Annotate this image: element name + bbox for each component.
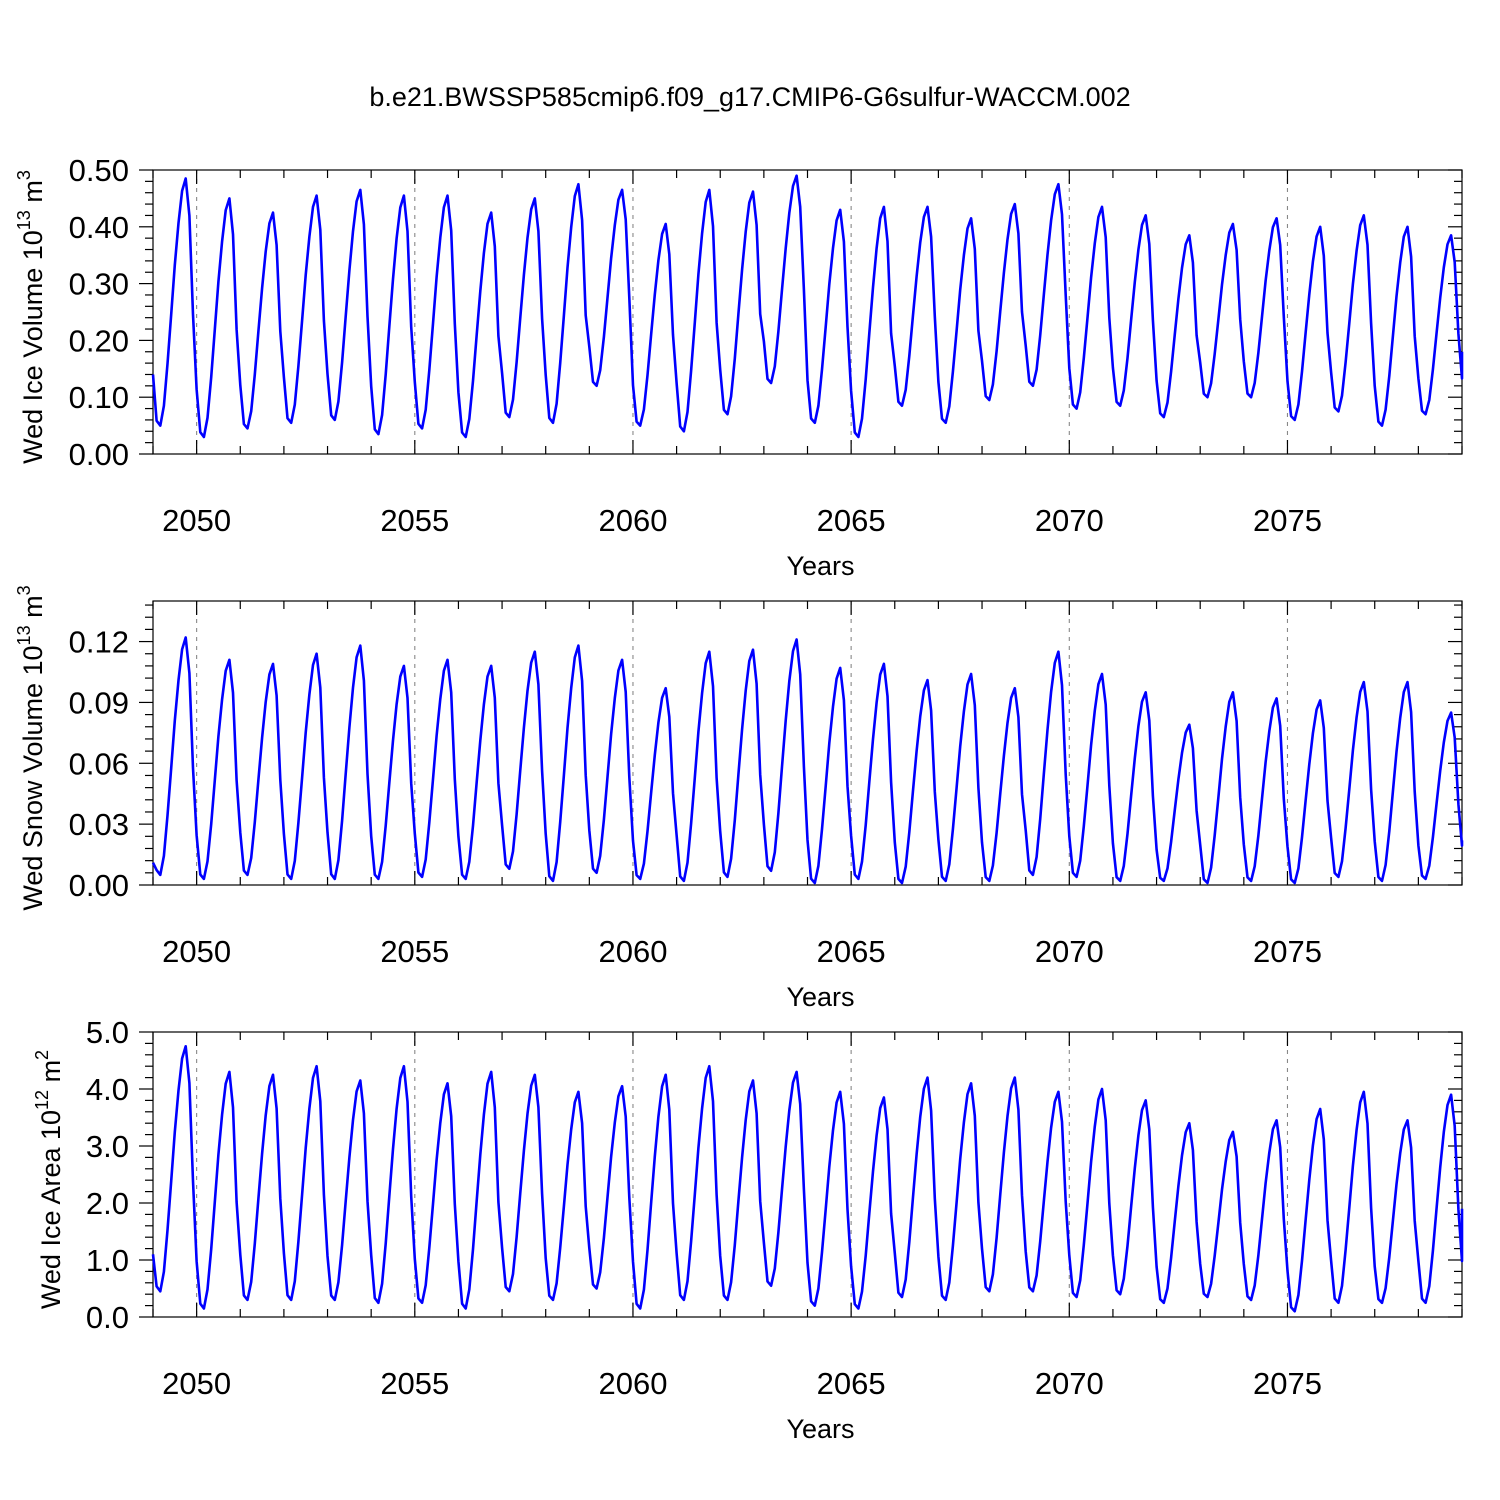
y-tick-label: 0.30 [69, 267, 129, 302]
x-tick-label: 2070 [1035, 503, 1104, 538]
x-tick-label: 2055 [380, 1366, 449, 1401]
panel-ice-volume: 2050 2055 2060 2065 2070 2075 0.00 0.10 0.20 0.30… [14, 153, 1464, 581]
y-axis-label: Wed Ice Area 1012 m2 [32, 1050, 66, 1309]
x-tick-label: 2055 [380, 503, 449, 538]
x-axis-label: Years [786, 1414, 854, 1444]
x-tick-label: 2050 [162, 503, 231, 538]
y-tick-label: 0.50 [69, 153, 129, 188]
x-tick-label: 2060 [598, 503, 667, 538]
y-tick-label: 0.03 [69, 807, 129, 842]
panel-snow-volume: 2050 2055 2060 2065 2070 2075 0.00 0.03 0.06 0.09… [14, 585, 1464, 1012]
x-tick-label: 2060 [598, 934, 667, 969]
y-axis-label: Wed Ice Volume 1013 m3 [14, 170, 48, 464]
x-tick-label: 2055 [380, 934, 449, 969]
chart-title: b.e21.BWSSP585cmip6.f09_g17.CMIP6-G6sulf… [369, 82, 1130, 112]
series-line [151, 174, 1464, 439]
x-tick-label: 2075 [1253, 503, 1322, 538]
series-line [151, 636, 1464, 885]
x-tick-label: 2070 [1035, 1366, 1104, 1401]
x-tick-label: 2050 [162, 934, 231, 969]
x-tick-label: 2070 [1035, 934, 1104, 969]
x-tick-label: 2065 [817, 1366, 886, 1401]
y-tick-label: 2.0 [86, 1186, 129, 1221]
x-tick-label: 2050 [162, 1366, 231, 1401]
y-tick-label: 4.0 [86, 1072, 129, 1107]
y-tick-label: 5.0 [86, 1015, 129, 1050]
series-line [151, 1045, 1464, 1313]
y-tick-label: 0.0 [86, 1300, 129, 1335]
y-tick-label: 3.0 [86, 1129, 129, 1164]
x-tick-label: 2065 [817, 934, 886, 969]
x-axis-label: Years [786, 551, 854, 581]
y-tick-label: 0.06 [69, 746, 129, 781]
y-tick-label: 0.00 [69, 437, 129, 472]
y-tick-label: 0.00 [69, 868, 129, 903]
y-tick-label: 0.10 [69, 380, 129, 415]
x-tick-label: 2075 [1253, 934, 1322, 969]
y-tick-label: 1.0 [86, 1243, 129, 1278]
x-tick-label: 2075 [1253, 1366, 1322, 1401]
y-tick-label: 0.09 [69, 685, 129, 720]
y-tick-label: 0.12 [69, 625, 129, 660]
y-tick-label: 0.20 [69, 323, 129, 358]
y-axis-label: Wed Snow Volume 1013 m3 [14, 585, 48, 910]
x-tick-label: 2060 [598, 1366, 667, 1401]
x-tick-label: 2065 [817, 503, 886, 538]
panel-ice-area: 2050 2055 2060 2065 2070 2075 0.0 1.0 2.0 3.0 4.0 5… [32, 1015, 1464, 1444]
x-axis-label: Years [786, 982, 854, 1012]
plot-frame [152, 169, 1463, 455]
y-tick-label: 0.40 [69, 210, 129, 245]
